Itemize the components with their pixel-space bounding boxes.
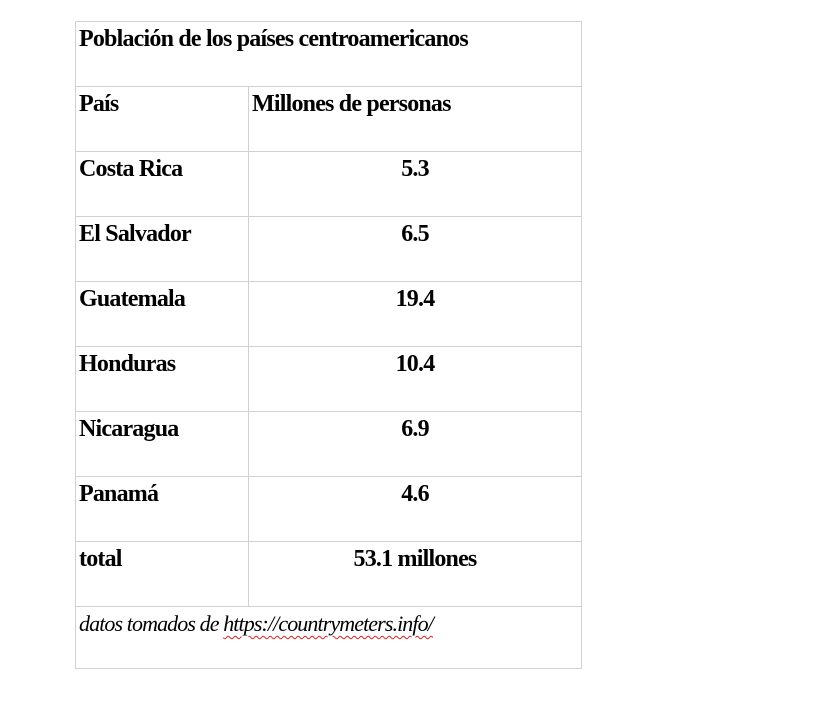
table-row: Nicaragua 6.9 xyxy=(75,411,582,477)
total-label[interactable]: total xyxy=(75,541,249,607)
value-cell[interactable]: 6.9 xyxy=(248,411,582,477)
header-millions[interactable]: Millones de personas xyxy=(248,86,582,152)
total-value[interactable]: 53.1 millones xyxy=(248,541,582,607)
value-cell[interactable]: 10.4 xyxy=(248,346,582,412)
value-cell[interactable]: 19.4 xyxy=(248,281,582,347)
value-cell[interactable]: 4.6 xyxy=(248,476,582,542)
source-cell[interactable]: datos tomados de https://countrymeters.i… xyxy=(75,606,582,669)
source-url[interactable]: https://countrymeters.info/ xyxy=(223,611,434,636)
header-country[interactable]: País xyxy=(75,86,249,152)
country-cell[interactable]: Costa Rica xyxy=(75,151,249,217)
table-row: Honduras 10.4 xyxy=(75,346,582,412)
table-row: Guatemala 19.4 xyxy=(75,281,582,347)
source-row: datos tomados de https://countrymeters.i… xyxy=(75,606,582,669)
title-row: Población de los países centroamericanos xyxy=(75,21,582,87)
table-title[interactable]: Población de los países centroamericanos xyxy=(75,21,582,87)
total-row: total 53.1 millones xyxy=(75,541,582,607)
country-cell[interactable]: Guatemala xyxy=(75,281,249,347)
table-row: Panamá 4.6 xyxy=(75,476,582,542)
value-cell[interactable]: 6.5 xyxy=(248,216,582,282)
table-row: Costa Rica 5.3 xyxy=(75,151,582,217)
header-row: País Millones de personas xyxy=(75,86,582,152)
table-row: El Salvador 6.5 xyxy=(75,216,582,282)
country-cell[interactable]: Panamá xyxy=(75,476,249,542)
country-cell[interactable]: Honduras xyxy=(75,346,249,412)
population-table: Población de los países centroamericanos… xyxy=(75,21,582,669)
value-cell[interactable]: 5.3 xyxy=(248,151,582,217)
country-cell[interactable]: El Salvador xyxy=(75,216,249,282)
country-cell[interactable]: Nicaragua xyxy=(75,411,249,477)
source-prefix: datos tomados de xyxy=(79,611,224,636)
